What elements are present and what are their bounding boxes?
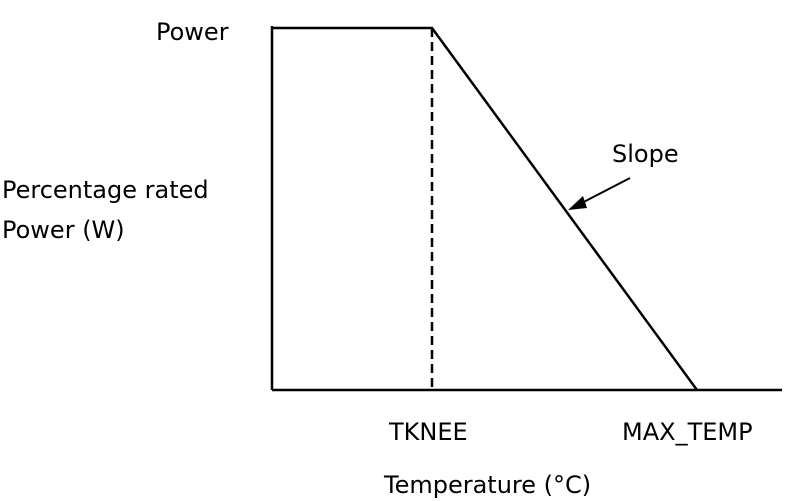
annotation-slope: Slope <box>612 140 679 168</box>
y-axis-label-line1: Percentage rated <box>2 176 209 204</box>
x-tick-label-max-temp: MAX_TEMP <box>622 418 753 446</box>
power-derating-line <box>272 26 699 391</box>
slope-arrow <box>568 177 631 210</box>
chart-marks <box>272 26 699 391</box>
x-tick-label-tknee: TKNEE <box>388 418 468 446</box>
y-tick-label-power: Power <box>156 18 229 46</box>
x-axis-label: Temperature (°C) <box>383 471 591 499</box>
y-axis-label-line2: Power (W) <box>2 216 125 244</box>
